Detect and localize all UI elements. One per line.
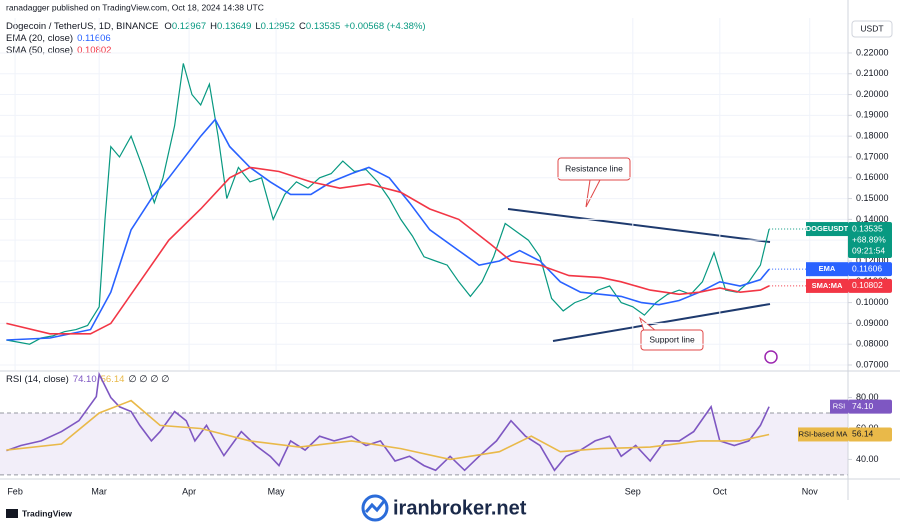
label-name: SMA:MA: [812, 281, 843, 290]
legend-name: EMA (20, close): [6, 33, 73, 44]
y-tick-label: 40.00: [856, 454, 879, 464]
y-tick-label: 0.18000: [856, 131, 889, 141]
label-box: [848, 222, 892, 259]
series-line: [6, 118, 770, 341]
annotation: Support line: [649, 334, 695, 344]
watermark-text: iranbroker.net: [393, 497, 527, 519]
label-value: 09:21:54: [852, 245, 885, 255]
label-tag: [806, 262, 848, 277]
y-tick-label: 0.21000: [856, 68, 889, 78]
price-label: SMA:MA 0.10802: [806, 278, 892, 293]
y-tick-label: 0.09000: [856, 318, 889, 328]
y-tick-label: 0.17000: [856, 151, 889, 161]
ohlc-key: H: [210, 21, 217, 32]
ohlc-key: O: [164, 21, 171, 32]
legend-value: 56.14: [101, 374, 125, 385]
brand-logo: [6, 509, 18, 518]
label-value: 74.10: [852, 401, 874, 411]
series-line: [6, 371, 770, 472]
series-line: [6, 166, 770, 335]
series-line: [6, 399, 770, 461]
legend-value: 0.11606: [77, 33, 111, 44]
label-value: +68.89%: [852, 234, 886, 244]
label-box: [848, 427, 892, 442]
y-tick-label: 0.15000: [856, 193, 889, 203]
label-value: 0.10802: [852, 280, 883, 290]
price-label: RSI-based MA 56.14: [798, 427, 892, 442]
ohlc-value: 0.13649: [217, 21, 251, 32]
x-tick-label: Sep: [625, 486, 641, 496]
x-tick-label: May: [268, 486, 286, 496]
ohlc-key: L: [255, 21, 260, 32]
y-tick-label: 0.07000: [856, 359, 889, 369]
x-tick-label: Feb: [7, 486, 23, 496]
label-box: [848, 399, 892, 414]
ohlc-key: C: [299, 21, 306, 32]
rsi-extra: ∅ ∅ ∅ ∅: [128, 374, 169, 385]
y-tick-label: 0.12000: [856, 255, 889, 265]
label-tag: [806, 278, 848, 293]
ema-legend: EMA (20, close) 0.11606: [6, 33, 111, 44]
price-label: EMA 0.11606: [806, 262, 892, 277]
label-tag: [806, 222, 848, 237]
y-tick-label: 0.08000: [856, 339, 889, 349]
series-line: [6, 63, 770, 345]
label-tag: [830, 399, 848, 414]
y-tick-label: 0.10000: [856, 297, 889, 307]
sma-legend: SMA (50, close) 0.10802: [6, 45, 111, 56]
label-name: EMA: [819, 264, 836, 273]
brand-name: TradingView: [22, 508, 72, 518]
watermark-logo: [361, 494, 389, 522]
y-tick-label: 0.16000: [856, 172, 889, 182]
price-label: DOGEUSDT 0.13535+68.89%09:21:54: [806, 222, 892, 259]
x-tick-label: Nov: [802, 486, 819, 496]
legend-name: SMA (50, close): [6, 45, 73, 56]
currency-button[interactable]: [851, 20, 893, 38]
x-tick-label: Mar: [91, 486, 107, 496]
x-tick-label: Apr: [182, 486, 196, 496]
rsi-legend: RSI (14, close) 74.10 56.14 ∅ ∅ ∅ ∅: [6, 374, 169, 385]
overlay: DOGEUSDT 0.13535+68.89%09:21:54 EMA 0.11606…: [798, 222, 892, 442]
y-tick-label: 0.14000: [856, 214, 889, 224]
label-value: 0.11606: [852, 263, 882, 273]
label-name: RSI: [833, 402, 846, 411]
rsi-title: RSI (14, close): [6, 374, 69, 385]
y-tick-label: 80.00: [856, 392, 879, 402]
label-box: [848, 278, 892, 293]
legend-value: 0.10802: [77, 45, 111, 56]
x-tick-label: Oct: [713, 486, 728, 496]
ohlc-value: 0.12952: [261, 21, 295, 32]
resistance-line: [507, 208, 771, 243]
brand: TradingView: [6, 508, 72, 518]
label-box: [848, 262, 892, 277]
label-name: RSI-based MA: [799, 429, 848, 438]
currency[interactable]: USDT: [860, 23, 883, 33]
annotation: Resistance line: [565, 163, 623, 173]
label-tag: [798, 427, 848, 442]
ohlc-value: 0.13535: [306, 21, 340, 32]
price-label: RSI 74.10: [830, 399, 892, 414]
watermark-logo: [364, 499, 387, 513]
support-line: [552, 303, 771, 342]
symbol-line: Dogecoin / TetherUS, 1D, BINANCE O0.12967…: [6, 21, 426, 32]
symbol: Dogecoin / TetherUS, 1D, BINANCE: [6, 21, 158, 32]
y-tick-label: 0.19000: [856, 110, 889, 120]
legend-value: 74.10: [73, 374, 97, 385]
rsi-band: [0, 413, 848, 475]
label-value: 56.14: [852, 429, 874, 439]
y-tick-label: 0.20000: [856, 89, 889, 99]
watermark: iranbroker.net: [361, 494, 527, 522]
icon[interactable]: [764, 350, 778, 364]
callout: [557, 157, 631, 181]
label-value: 0.13535: [852, 223, 883, 233]
y-tick-label: 0.22000: [856, 47, 889, 57]
label-name: DOGEUSDT: [806, 224, 849, 233]
change: +0.00568 (+4.38%): [344, 21, 425, 32]
publisher: ranadagger published on TradingView.com,…: [6, 2, 264, 12]
callout: [640, 329, 704, 351]
